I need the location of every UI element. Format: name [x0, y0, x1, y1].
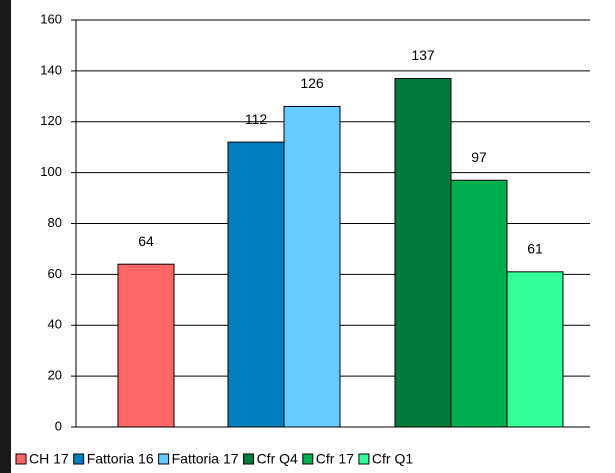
legend-label: Fattoria 17 [172, 451, 239, 467]
y-tick-label: 100 [40, 164, 62, 179]
y-tick-label: 60 [48, 266, 62, 281]
bar [283, 105, 341, 428]
legend-label: Fattoria 16 [87, 451, 154, 467]
legend-swatch [302, 453, 314, 465]
legend-label: Cfr Q4 [257, 451, 298, 467]
legend-label: Cfr Q1 [372, 451, 413, 467]
y-tick-label: 160 [40, 11, 62, 26]
y-tick-label: 0 [55, 418, 62, 433]
data-label: 61 [527, 241, 543, 257]
legend-swatch [358, 453, 370, 465]
legend-swatch [243, 453, 255, 465]
legend-label: CH 17 [29, 451, 69, 467]
bar [227, 141, 285, 428]
bar [450, 179, 508, 428]
legend-label: Cfr 17 [316, 451, 354, 467]
data-label: 137 [411, 47, 435, 63]
legend-swatch [73, 453, 85, 465]
y-tick-label: 40 [48, 317, 62, 332]
bar [506, 271, 564, 428]
left-edge [0, 0, 11, 473]
y-tick-label: 120 [40, 113, 62, 128]
y-tick-label: 80 [48, 215, 62, 230]
bar [117, 263, 175, 428]
data-label: 112 [245, 111, 268, 127]
legend-swatch [15, 453, 27, 465]
y-tick-label: 20 [48, 368, 62, 383]
y-tick-label: 140 [40, 62, 62, 77]
data-label: 97 [471, 149, 487, 165]
data-label: 64 [138, 233, 154, 249]
data-label: 126 [300, 75, 324, 91]
legend-swatch [158, 453, 170, 465]
bar [394, 78, 452, 428]
